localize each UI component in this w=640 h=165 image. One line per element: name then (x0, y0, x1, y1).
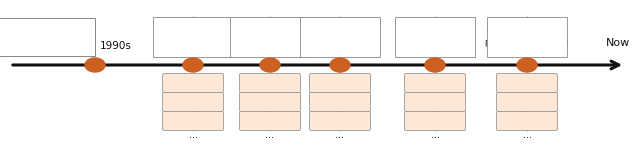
Text: SIFT: SIFT (185, 116, 201, 126)
Text: PalmCode: PalmCode (250, 79, 290, 87)
FancyBboxPatch shape (497, 112, 557, 131)
Text: ...: ... (335, 130, 344, 140)
FancyBboxPatch shape (404, 93, 465, 112)
Text: Ordering-based
coding methods: Ordering-based coding methods (309, 27, 371, 47)
FancyBboxPatch shape (497, 73, 557, 93)
Ellipse shape (425, 58, 445, 72)
FancyBboxPatch shape (497, 93, 557, 112)
Text: PalmNet: PalmNet (510, 79, 544, 87)
Text: DRCC: DRCC (329, 116, 351, 126)
Text: 2003: 2003 (275, 41, 301, 51)
Text: ...: ... (189, 130, 198, 140)
Text: From: From (4, 38, 32, 48)
Text: MTCC: MTCC (259, 116, 281, 126)
Text: CCNet: CCNet (515, 116, 540, 126)
Ellipse shape (330, 58, 350, 72)
Text: 2004: 2004 (345, 41, 371, 51)
Text: 1990s: 1990s (100, 41, 132, 51)
FancyBboxPatch shape (310, 93, 371, 112)
Ellipse shape (183, 58, 203, 72)
Text: PCANet: PCANet (420, 116, 450, 126)
FancyBboxPatch shape (239, 93, 301, 112)
FancyBboxPatch shape (310, 112, 371, 131)
Text: VGG: VGG (426, 79, 444, 87)
FancyBboxPatch shape (163, 73, 223, 93)
Text: RLOC: RLOC (329, 98, 351, 106)
Text: Introduction of
deep learning: Introduction of deep learning (407, 27, 463, 47)
Text: Now: Now (606, 38, 630, 48)
Ellipse shape (517, 58, 537, 72)
Text: ICA: ICA (186, 98, 200, 106)
FancyBboxPatch shape (163, 112, 223, 131)
FancyBboxPatch shape (0, 18, 95, 56)
Text: Generic networks for
palmprint recognition: Generic networks for palmprint recogniti… (485, 27, 569, 47)
FancyBboxPatch shape (395, 17, 475, 57)
FancyBboxPatch shape (230, 17, 310, 57)
Text: 2019: 2019 (532, 41, 558, 51)
FancyBboxPatch shape (300, 17, 380, 57)
FancyBboxPatch shape (239, 112, 301, 131)
Ellipse shape (85, 58, 105, 72)
Text: Magnitude-based
coding methods: Magnitude-based coding methods (237, 27, 303, 47)
FancyBboxPatch shape (163, 93, 223, 112)
Text: ...: ... (266, 130, 275, 140)
FancyBboxPatch shape (239, 73, 301, 93)
Text: Palmprint recognition
was initially proposed: Palmprint recognition was initially prop… (1, 27, 89, 47)
FancyBboxPatch shape (487, 17, 567, 57)
Text: ...: ... (522, 130, 531, 140)
FancyBboxPatch shape (310, 73, 371, 93)
FancyBboxPatch shape (404, 73, 465, 93)
Text: CompNet: CompNet (508, 98, 546, 106)
Text: CompCode: CompCode (317, 79, 362, 87)
FancyBboxPatch shape (404, 112, 465, 131)
Ellipse shape (260, 58, 280, 72)
Text: 2000: 2000 (198, 41, 224, 51)
FancyBboxPatch shape (153, 17, 233, 57)
Text: Statistic-based
methods: Statistic-based methods (164, 27, 221, 47)
Text: BOCV: BOCV (259, 98, 282, 106)
Text: 2015: 2015 (440, 41, 467, 51)
Text: ...: ... (431, 130, 440, 140)
Text: PCA: PCA (185, 79, 201, 87)
Text: ResNet: ResNet (421, 98, 449, 106)
